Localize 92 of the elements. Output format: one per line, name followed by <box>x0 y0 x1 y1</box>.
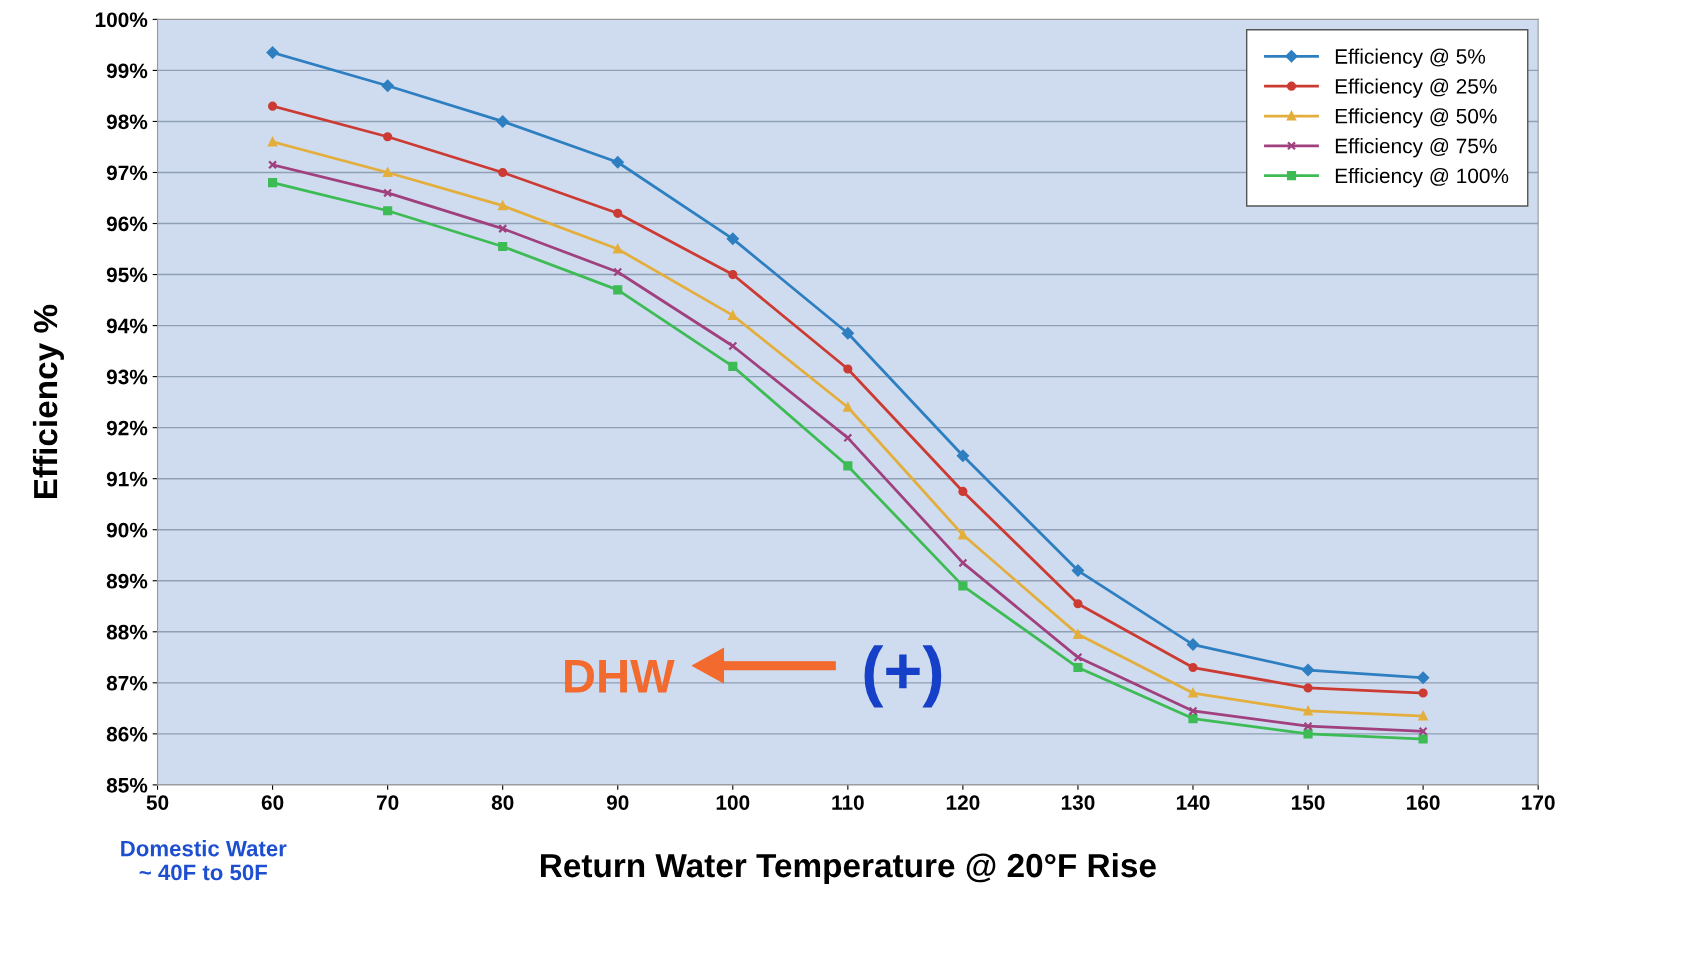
point <box>1188 706 1198 716</box>
x-tick-label: 170 <box>1522 795 1555 810</box>
legend-label: Efficiency @ 25% <box>1335 78 1497 98</box>
point <box>1303 683 1313 693</box>
point <box>1073 599 1083 609</box>
legend-label: Efficiency @ 5% <box>1335 48 1486 68</box>
point <box>958 558 968 568</box>
x-tick-label: 140 <box>1176 795 1210 810</box>
point <box>1188 713 1198 724</box>
point <box>268 160 278 170</box>
y-axis-title: Efficiency % <box>32 304 64 499</box>
point <box>1303 721 1313 731</box>
y-tick-label: 87% <box>106 675 148 691</box>
point <box>843 433 853 443</box>
y-tick-label: 99% <box>106 63 148 79</box>
point <box>1186 638 1200 651</box>
legend-label: Efficiency @ 50% <box>1335 108 1497 128</box>
point <box>1418 734 1428 744</box>
point <box>728 269 738 280</box>
point <box>958 486 968 497</box>
point <box>1188 688 1198 698</box>
point <box>843 364 853 374</box>
point <box>1073 662 1083 673</box>
point <box>1303 729 1313 739</box>
x-tick-label: 70 <box>376 795 399 810</box>
point <box>1302 664 1315 677</box>
y-tick-label: 93% <box>106 369 148 385</box>
x-axis-title: Return Water Temperature @ 20°F Rise <box>540 852 1156 884</box>
point <box>383 167 393 178</box>
point <box>268 178 278 188</box>
point <box>496 115 509 128</box>
annotation: DHW <box>565 659 675 693</box>
point <box>498 167 508 178</box>
point <box>268 101 278 111</box>
y-tick-label: 91% <box>106 471 148 487</box>
x-tick-label: 50 <box>146 795 169 810</box>
y-tick-label: 98% <box>106 114 148 130</box>
y-tick-label: 92% <box>106 420 148 436</box>
point <box>498 224 508 234</box>
y-tick-label: 90% <box>106 522 148 538</box>
point <box>266 46 279 59</box>
x-tick-label: 160 <box>1407 795 1440 810</box>
legend-label: Efficiency @ 75% <box>1335 138 1497 158</box>
point <box>728 361 738 371</box>
y-tick-label: 97% <box>106 165 148 181</box>
point <box>498 241 508 252</box>
point <box>613 244 623 254</box>
y-tick-label: 86% <box>106 726 148 742</box>
point <box>843 461 853 471</box>
x-tick-label: 60 <box>261 795 284 810</box>
point <box>611 156 624 169</box>
annotation: (+) <box>864 645 942 708</box>
x-tick-label: 150 <box>1291 795 1325 810</box>
point <box>383 206 393 216</box>
point <box>381 79 394 92</box>
y-tick-label: 89% <box>106 573 148 589</box>
point <box>383 188 393 198</box>
point <box>1303 706 1313 716</box>
legend-label: Efficiency @ 100% <box>1335 167 1509 188</box>
point <box>1188 662 1198 673</box>
point <box>843 402 853 412</box>
point <box>728 310 738 320</box>
point <box>613 267 623 277</box>
point <box>956 449 969 462</box>
point <box>1418 711 1428 721</box>
x-tick-label: 90 <box>606 795 629 810</box>
point <box>1073 652 1083 662</box>
y-tick-label: 100% <box>95 12 148 28</box>
x-tick-label: 120 <box>946 795 980 810</box>
point <box>728 341 738 351</box>
point <box>383 132 393 142</box>
point <box>268 137 278 147</box>
x-tick-label: 130 <box>1061 795 1095 810</box>
text: Domestic Water ~ 40F to 50F <box>121 840 287 881</box>
y-tick-label: 95% <box>106 267 148 283</box>
point <box>841 327 854 340</box>
point <box>1073 629 1083 639</box>
x-tick-label: 110 <box>832 795 864 810</box>
point <box>726 232 739 245</box>
point <box>1417 671 1430 684</box>
point <box>1071 564 1084 577</box>
y-tick-label: 88% <box>106 624 148 640</box>
y-tick-label: 96% <box>106 216 148 232</box>
x-tick-label: 100 <box>716 795 750 810</box>
x-tick-label: 80 <box>491 795 514 810</box>
point <box>958 581 968 591</box>
point <box>613 208 623 218</box>
y-tick-label: 94% <box>106 318 148 334</box>
point <box>613 285 623 295</box>
point <box>1418 726 1428 736</box>
y-tick-label: 85% <box>106 777 148 793</box>
point <box>1418 688 1428 698</box>
